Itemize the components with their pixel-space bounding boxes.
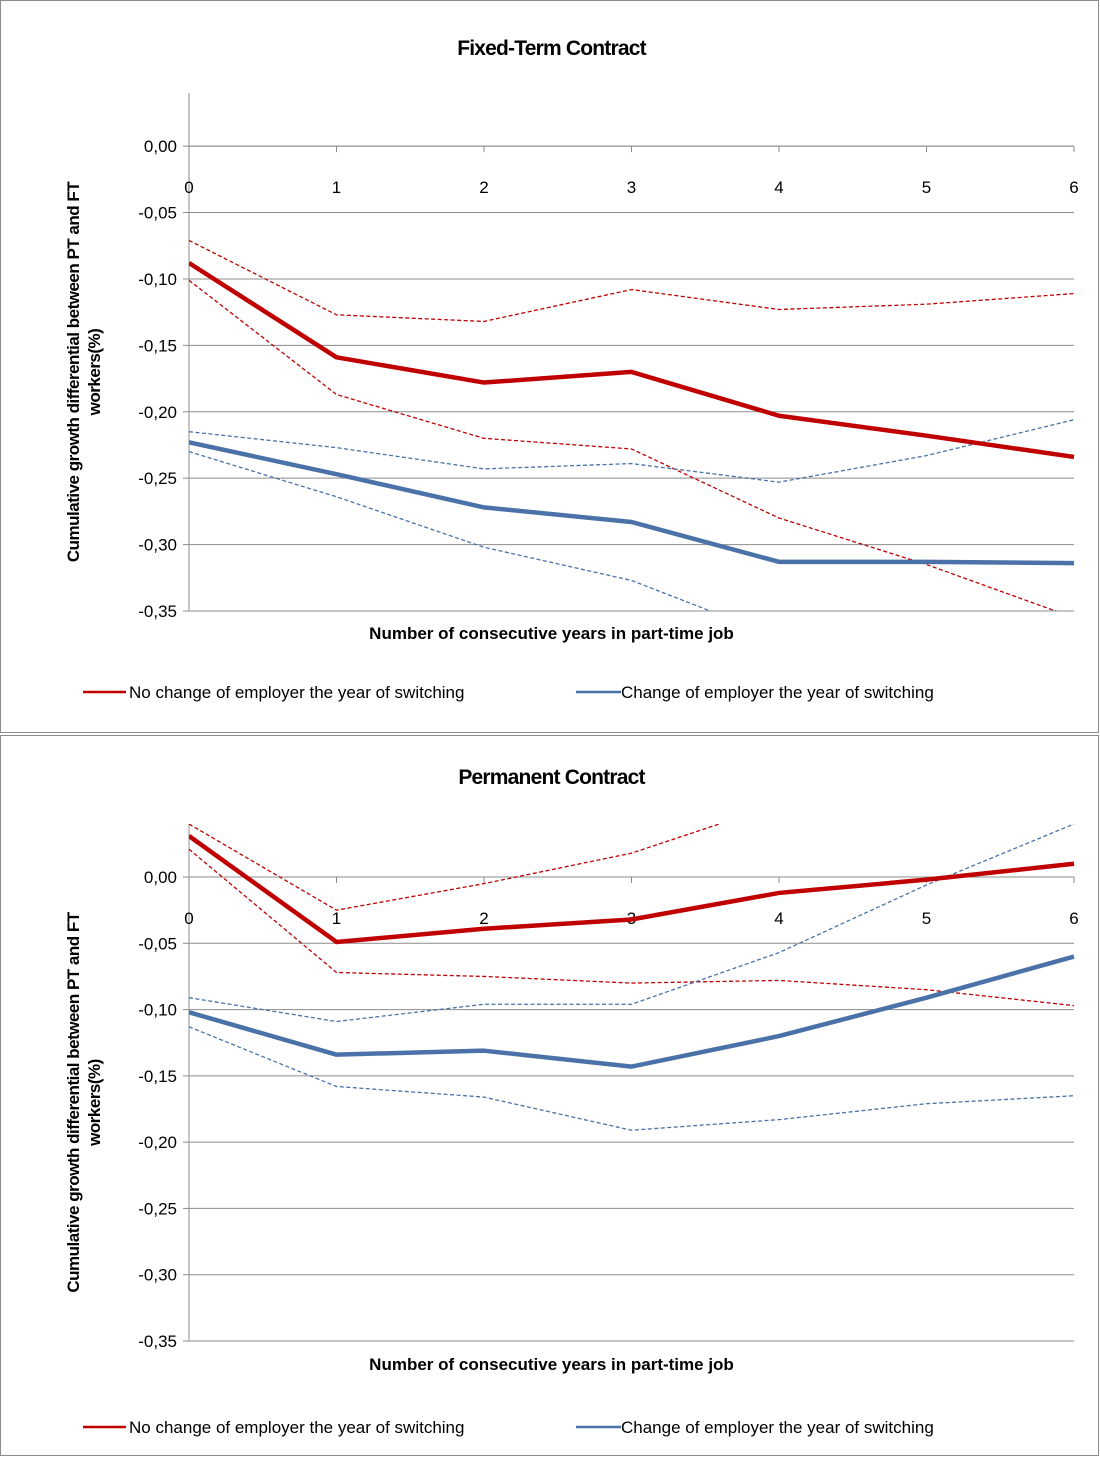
confidence-band-line bbox=[189, 848, 1075, 1007]
series-line bbox=[189, 954, 1075, 1069]
series-line bbox=[189, 261, 1075, 460]
legend-label: Change of employer the year of switching bbox=[621, 683, 934, 702]
x-tick-label: 5 bbox=[922, 178, 931, 197]
x-tick-label: 2 bbox=[479, 909, 488, 928]
legend-label: No change of employer the year of switch… bbox=[129, 1418, 464, 1437]
x-tick-label: 2 bbox=[479, 178, 488, 197]
x-tick-label: 6 bbox=[1069, 178, 1078, 197]
confidence-band-line bbox=[189, 1026, 1075, 1131]
x-tick-label: 4 bbox=[774, 909, 783, 928]
y-tick-label: -0,35 bbox=[138, 602, 177, 621]
series-line bbox=[189, 440, 1075, 566]
x-tick-label: 1 bbox=[332, 909, 341, 928]
x-axis-label: Number of consecutive years in part-time… bbox=[369, 1355, 734, 1374]
x-tick-label: 6 bbox=[1069, 909, 1078, 928]
y-axis-label: Cumulative growth differential between P… bbox=[64, 181, 104, 562]
y-tick-label: -0,35 bbox=[138, 1332, 177, 1351]
y-tick-label: 0,00 bbox=[144, 868, 177, 887]
series-group bbox=[189, 239, 1075, 611]
chart-panel-fixed-term: Fixed-Term Contract 0,00 -0,05 -0,10 -0,15 -0… bbox=[0, 0, 1099, 733]
x-tick-label: 3 bbox=[627, 178, 636, 197]
legend: No change of employer the year of switch… bbox=[83, 1418, 934, 1437]
x-tick-label: 0 bbox=[184, 909, 193, 928]
series-line bbox=[189, 834, 1075, 945]
chart-panel-permanent: Permanent Contract 0,00 -0,05 -0,10 -0,15 -0,… bbox=[0, 735, 1099, 1456]
legend-label: No change of employer the year of switch… bbox=[129, 683, 464, 702]
x-tick-label: 1 bbox=[332, 178, 341, 197]
chart-svg-fixed-term: Fixed-Term Contract 0,00 -0,05 -0,10 -0,15 -0… bbox=[64, 37, 1079, 702]
y-tick-label: -0,25 bbox=[138, 1199, 177, 1218]
chart-svg-permanent: Permanent Contract 0,00 -0,05 -0,10 -0,15 -0,… bbox=[64, 766, 1079, 1437]
y-tick-label: -0,05 bbox=[138, 934, 177, 953]
y-tick-label: -0,10 bbox=[138, 1001, 177, 1020]
confidence-band-line bbox=[189, 824, 722, 911]
y-tick-label: -0,15 bbox=[138, 336, 177, 355]
chart-title: Fixed-Term Contract bbox=[457, 37, 646, 60]
series-group bbox=[189, 824, 1075, 1131]
legend-label: Change of employer the year of switching bbox=[621, 1418, 934, 1437]
confidence-band-line bbox=[189, 239, 1075, 323]
y-tick-label: -0,10 bbox=[138, 270, 177, 289]
confidence-band-line bbox=[189, 279, 1058, 611]
y-tick-label: -0,30 bbox=[138, 1266, 177, 1285]
x-tick-label: 0 bbox=[184, 178, 193, 197]
x-axis-label: Number of consecutive years in part-time… bbox=[369, 624, 734, 643]
y-tick-label: -0,15 bbox=[138, 1067, 177, 1086]
x-tick-label: 4 bbox=[774, 178, 783, 197]
y-axis-label: Cumulative growth differential between P… bbox=[64, 911, 104, 1292]
x-tick-label: 5 bbox=[922, 909, 931, 928]
y-tick-label: -0,30 bbox=[138, 536, 177, 555]
confidence-band-line bbox=[189, 419, 1075, 483]
y-tick-label: -0,20 bbox=[138, 1133, 177, 1152]
confidence-band-line bbox=[189, 824, 1075, 1023]
y-tick-label: -0,25 bbox=[138, 469, 177, 488]
y-tick-label: 0,00 bbox=[144, 137, 177, 156]
y-tick-label: -0,05 bbox=[138, 204, 177, 223]
chart-title: Permanent Contract bbox=[458, 766, 645, 789]
y-tick-label: -0,20 bbox=[138, 403, 177, 422]
legend: No change of employer the year of switch… bbox=[83, 683, 934, 702]
